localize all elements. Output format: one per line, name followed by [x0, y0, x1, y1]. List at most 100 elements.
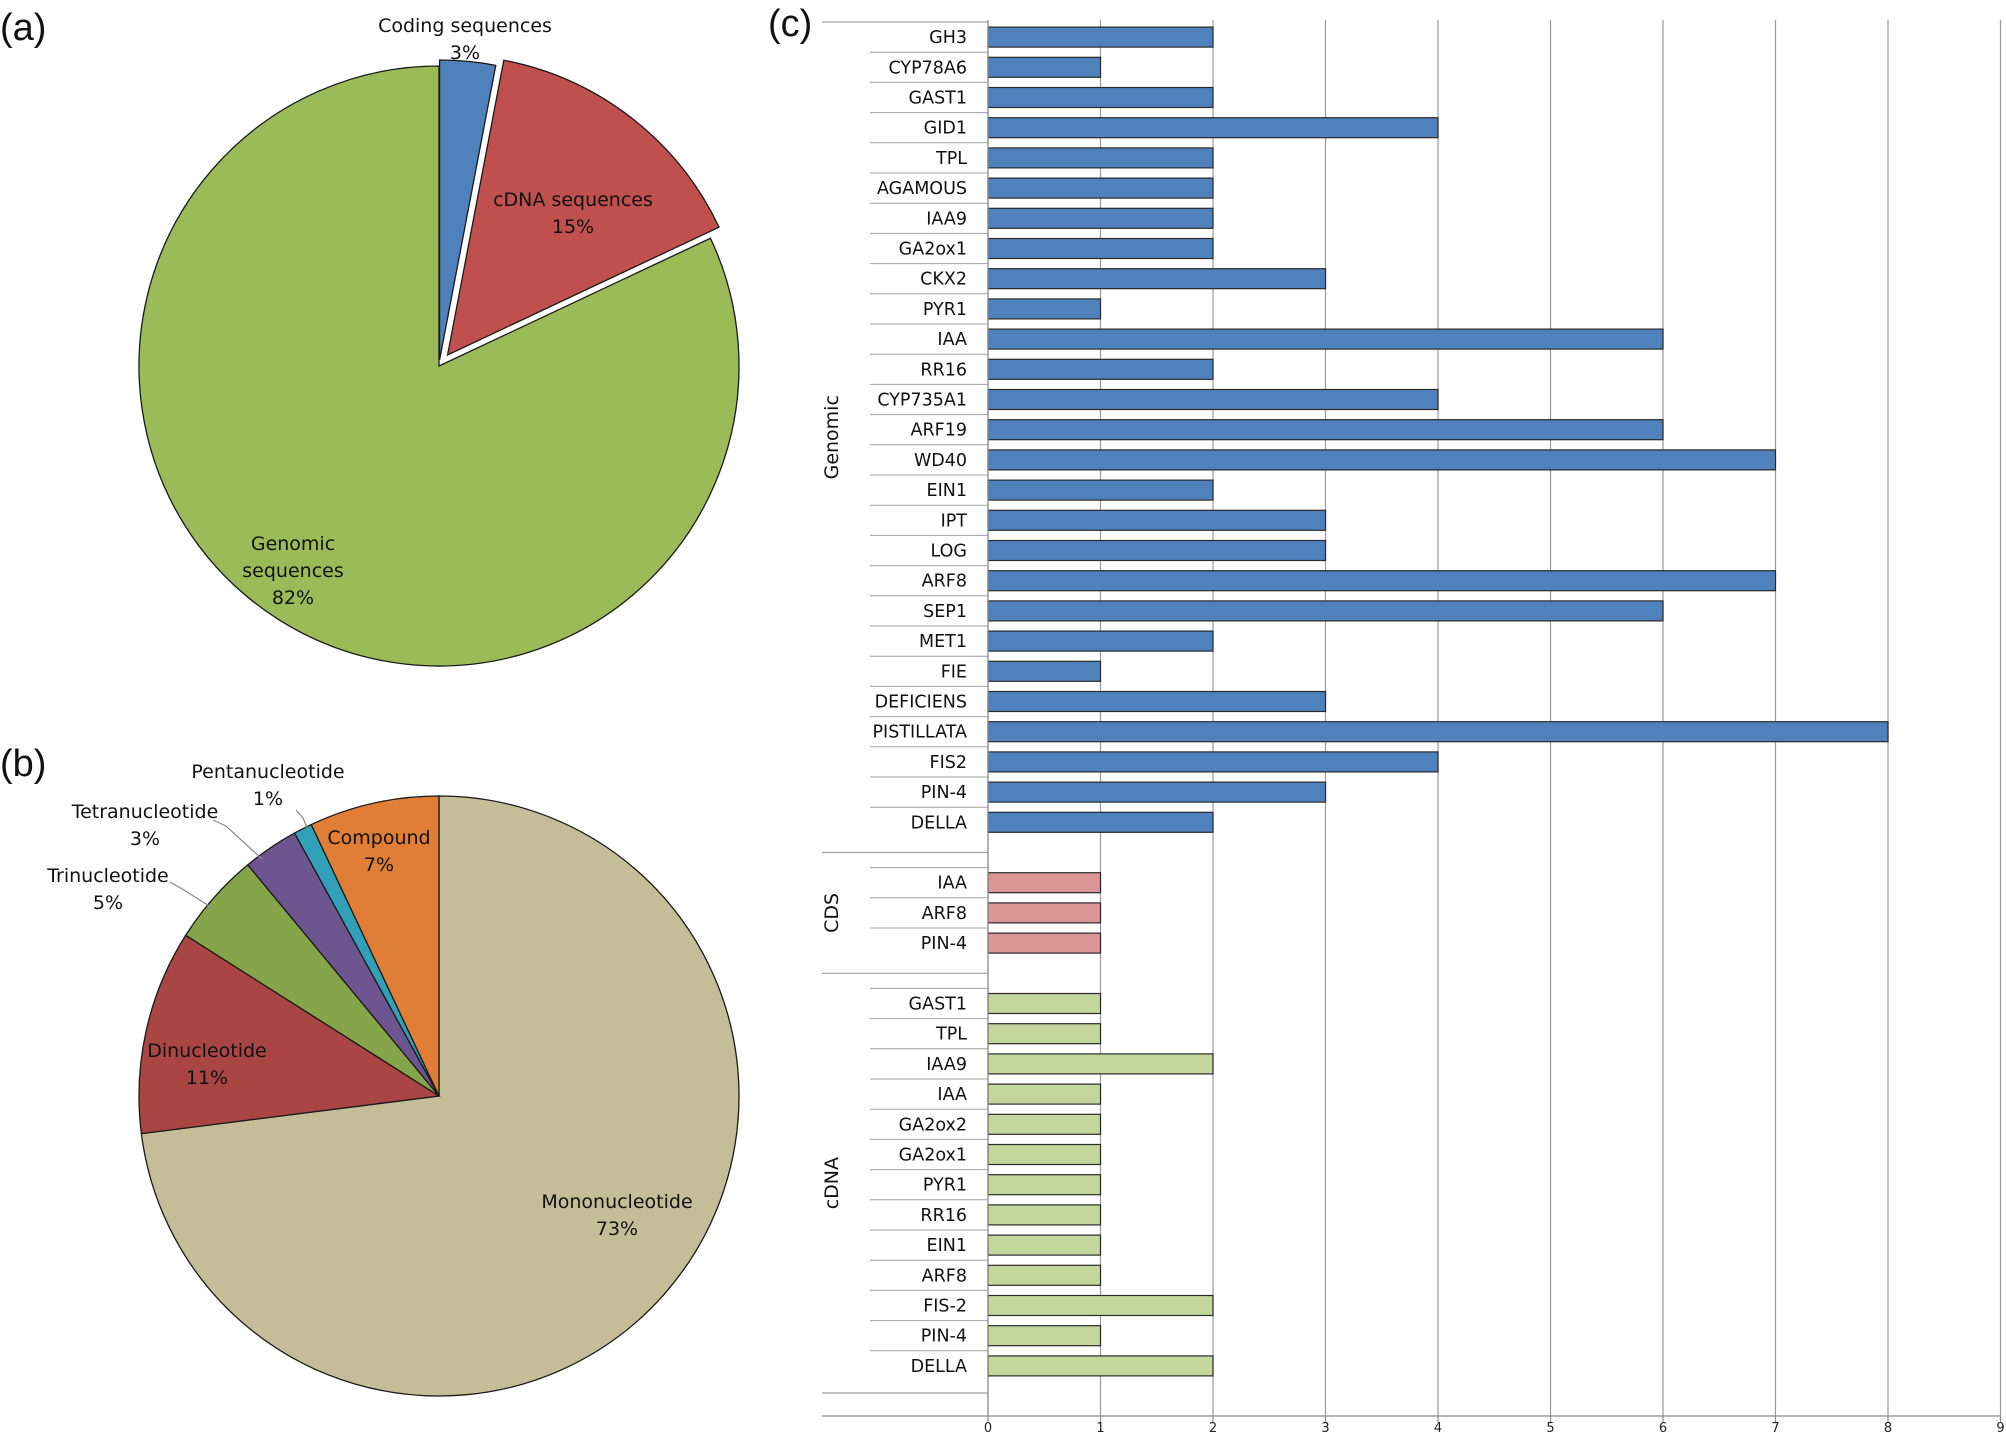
bar-cds-iaa	[987, 872, 1102, 894]
bar-cdna-ga2ox2	[987, 1113, 1102, 1135]
category-label: FIS-2	[923, 1297, 967, 1317]
bar-genomic-arf8	[987, 570, 1777, 592]
category-label: ARF8	[922, 572, 967, 592]
category-label: GID1	[924, 119, 967, 139]
category-label: CYP78A6	[888, 58, 967, 78]
bar-genomic-arf19	[987, 419, 1664, 441]
category-label: ARF8	[922, 1266, 967, 1286]
bar-genomic-pistillata	[987, 721, 1889, 743]
category-label: EIN1	[927, 481, 967, 501]
pie-slice-compound	[310, 795, 440, 1097]
x-tick-label: 4	[1434, 1421, 1442, 1434]
category-label: DELLA	[911, 813, 967, 833]
bar-cdna-rr16	[987, 1204, 1102, 1226]
panel-c-letter: (c)	[768, 3, 812, 45]
pie-chart-repeat-types: Mononucleotide 73% Dinucleotide 11% Trinucle…	[46, 761, 740, 1397]
pie-label-pentanucleotide: Pentanucleotide 1%	[191, 761, 344, 810]
group-label-cds: CDS	[821, 893, 843, 933]
bar-genomic-iaa	[987, 328, 1664, 350]
pie-leader-line	[169, 881, 215, 910]
bar-genomic-tpl	[987, 147, 1214, 169]
category-label: PIN-4	[921, 783, 967, 803]
panel-a-letter: (a)	[0, 7, 46, 49]
bar-genomic-ckx2	[987, 268, 1327, 290]
category-label: PYR1	[923, 300, 967, 320]
bar-genomic-ipt	[987, 509, 1327, 531]
pie-label-dinucleotide: Dinucleotide 11%	[147, 1040, 267, 1089]
pie-leader-line	[212, 819, 263, 860]
pie-label-coding-sequences: Coding sequences 3%	[378, 15, 552, 64]
bar-cdna-tpl	[987, 1023, 1102, 1045]
pie-slice-cdna-sequences	[446, 59, 720, 357]
category-label: GAST1	[909, 995, 967, 1015]
category-label: GA2ox2	[899, 1115, 967, 1135]
category-label: GH3	[929, 28, 967, 48]
category-label: TPL	[935, 149, 967, 169]
bar-cdna-gast1	[987, 992, 1102, 1015]
bar-genomic-della	[987, 811, 1214, 833]
bar-genomic-gh3	[987, 26, 1214, 48]
bar-genomic-ga2ox1	[987, 237, 1214, 260]
category-label: IAA	[937, 1085, 967, 1105]
bar-cdna-pyr1	[987, 1174, 1102, 1196]
pie-label-tetranucleotide: Tetranucleotide 3%	[71, 801, 219, 850]
pie-slice-coding-sequences	[438, 59, 497, 361]
category-label: IAA	[937, 330, 967, 350]
category-label: RR16	[920, 1206, 967, 1226]
category-label: PYR1	[923, 1176, 967, 1196]
pie-label-trinucleotide: Trinucleotide 5%	[46, 865, 169, 914]
bar-genomic-pyr1	[987, 298, 1102, 320]
pie-label-mononucleotide: Mononucleotide 73%	[541, 1191, 692, 1240]
category-label: WD40	[914, 451, 967, 471]
category-label: DELLA	[911, 1357, 967, 1377]
group-label-genomic: Genomic	[821, 395, 843, 479]
pie-slice-genomic-sequences	[138, 65, 740, 667]
bar-genomic-log	[987, 539, 1327, 562]
bar-cdna-ein1	[987, 1234, 1102, 1256]
x-tick-label: 3	[1321, 1421, 1329, 1434]
category-label: AGAMOUS	[877, 179, 967, 199]
category-label: PIN-4	[921, 1327, 967, 1347]
x-tick-label: 2	[1209, 1421, 1217, 1434]
category-label: CYP735A1	[877, 391, 967, 411]
x-tick-label: 1	[1096, 1421, 1104, 1434]
bar-genomic-gast1	[987, 86, 1214, 109]
category-label: FIE	[941, 662, 967, 682]
bar-genomic-sep1	[987, 600, 1664, 622]
x-tick-label: 8	[1884, 1421, 1892, 1434]
category-label: IAA	[937, 874, 967, 894]
category-label: IPT	[941, 511, 968, 531]
bar-genomic-iaa9	[987, 207, 1214, 229]
pie-leader-line	[295, 809, 309, 831]
bar-cdna-iaa9	[987, 1053, 1214, 1075]
category-label: TPL	[935, 1025, 967, 1045]
panel-b-letter: (b)	[0, 743, 46, 785]
x-tick-label: 5	[1546, 1421, 1554, 1434]
bar-genomic-met1	[987, 630, 1214, 652]
pie-label-cdna-sequences: cDNA sequences 15%	[493, 189, 653, 238]
bar-genomic-pin-4	[987, 781, 1327, 803]
x-tick-label: 9	[1996, 1421, 2004, 1434]
x-tick-label: 0	[984, 1421, 992, 1434]
category-label: PIN-4	[921, 934, 967, 954]
category-label: DEFICIENS	[875, 693, 967, 713]
category-label: ARF19	[911, 421, 967, 441]
bar-genomic-ein1	[987, 479, 1214, 501]
bar-cdna-iaa	[987, 1083, 1102, 1105]
bar-genomic-agamous	[987, 177, 1214, 199]
bar-genomic-deficiens	[987, 690, 1327, 713]
bar-genomic-gid1	[987, 117, 1439, 139]
category-label: PISTILLATA	[873, 723, 968, 743]
category-label: GAST1	[909, 89, 967, 109]
bar-genomic-wd40	[987, 449, 1777, 471]
category-label: IAA9	[926, 1055, 967, 1075]
bar-chart-genes: GH3CYP78A6GAST1GID1TPLAGAMOUSIAA9GA2ox1C…	[821, 20, 2005, 1434]
bar-cdna-della	[987, 1355, 1214, 1377]
category-label: ARF8	[922, 904, 967, 924]
category-label: MET1	[919, 632, 967, 652]
category-label: IAA9	[926, 209, 967, 229]
x-tick-label: 7	[1771, 1421, 1779, 1434]
bar-cdna-ga2ox1	[987, 1143, 1102, 1166]
category-label: SEP1	[923, 602, 967, 622]
